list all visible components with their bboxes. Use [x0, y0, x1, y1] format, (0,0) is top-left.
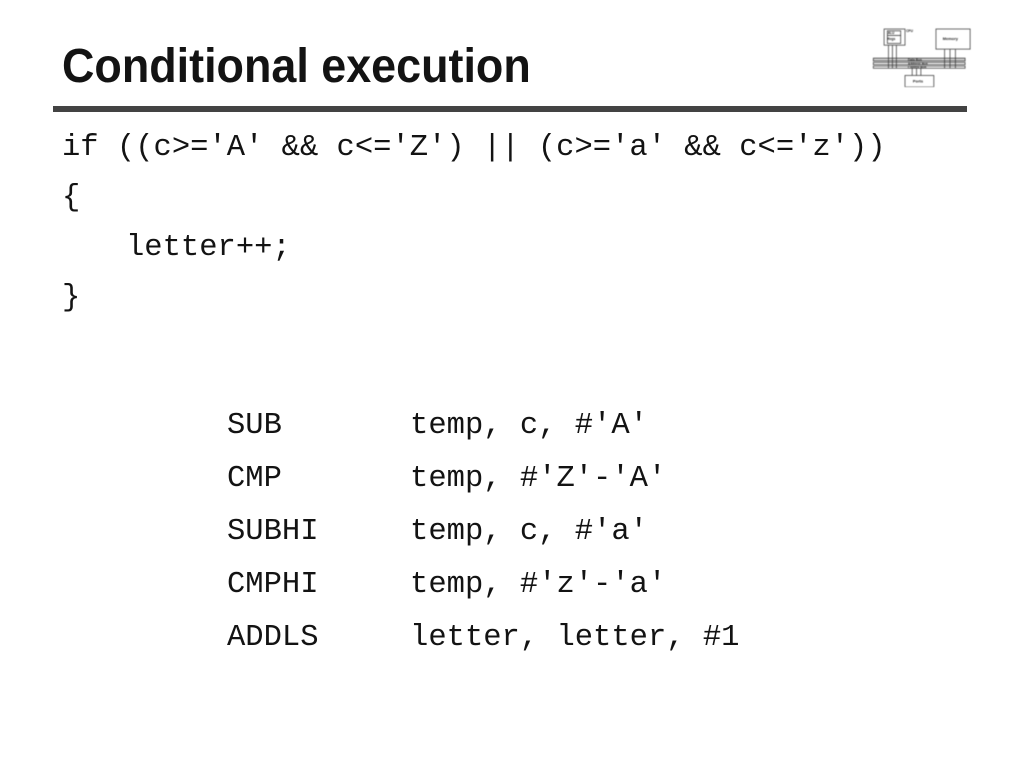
svg-text:Regs: Regs: [887, 37, 895, 41]
svg-text:Data Bus: Data Bus: [908, 58, 922, 62]
svg-text:Memory: Memory: [943, 36, 959, 41]
svg-text:CPU: CPU: [906, 29, 913, 33]
svg-text:ALU: ALU: [888, 31, 895, 35]
svg-text:Ports: Ports: [913, 79, 924, 84]
svg-text:Control Bus: Control Bus: [908, 66, 927, 70]
